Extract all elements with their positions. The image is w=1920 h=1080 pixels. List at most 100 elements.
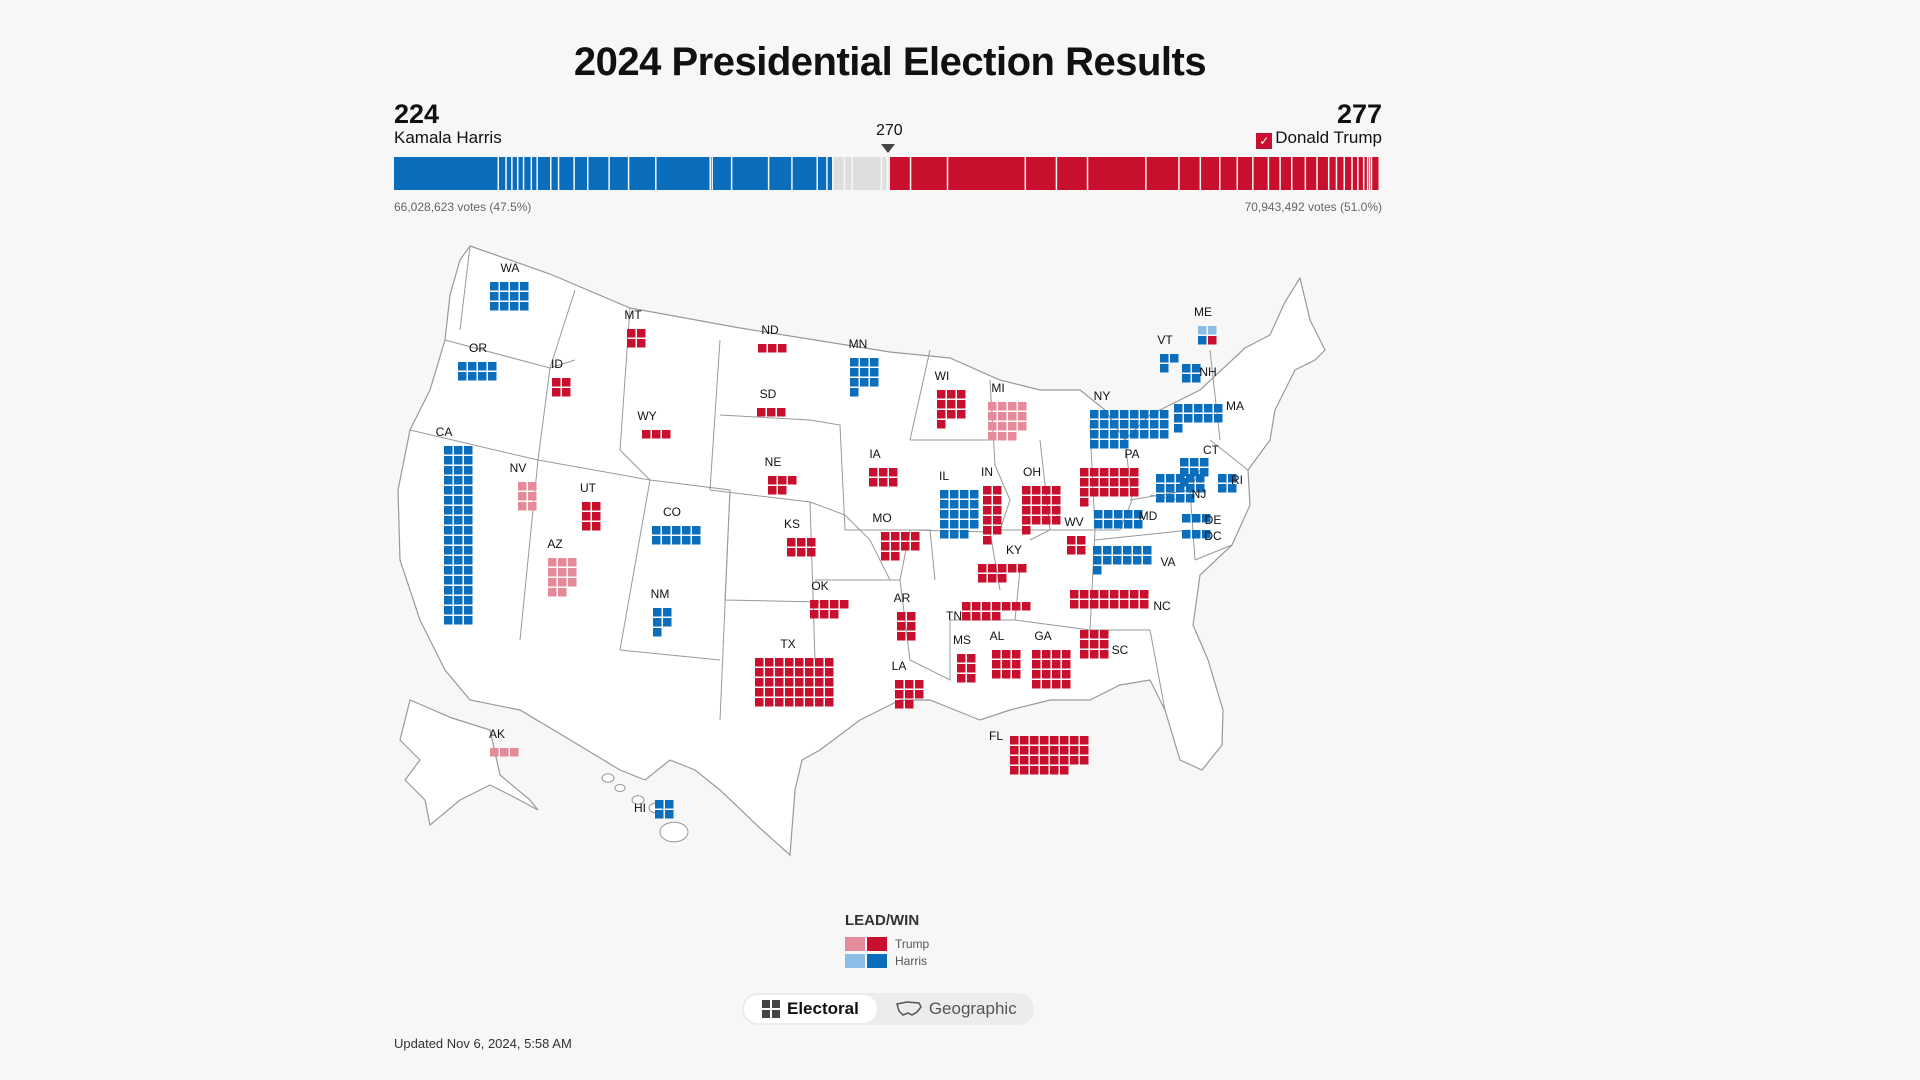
state-label-wv[interactable]: WV <box>1064 515 1083 529</box>
tile-ga-6 <box>1052 660 1061 669</box>
state-label-mi[interactable]: MI <box>991 381 1004 395</box>
tile-hi-0 <box>655 800 664 809</box>
tile-ms-2 <box>957 664 966 673</box>
tile-ca-28 <box>454 536 463 545</box>
state-label-sd[interactable]: SD <box>760 387 777 401</box>
tile-in-10 <box>983 536 992 545</box>
state-label-ca[interactable]: CA <box>436 425 453 439</box>
state-label-ak[interactable]: AK <box>489 727 505 741</box>
state-border-16 <box>809 501 891 581</box>
tile-ri-1 <box>1228 474 1237 483</box>
tile-ny-22 <box>1150 430 1159 439</box>
state-label-pa[interactable]: PA <box>1124 447 1139 461</box>
state-label-wy[interactable]: WY <box>637 409 656 423</box>
threshold-label: 270 <box>876 122 903 139</box>
tile-tx-29 <box>805 688 814 697</box>
tile-sc-4 <box>1090 640 1099 649</box>
state-label-ma[interactable]: MA <box>1226 399 1244 413</box>
state-label-ga[interactable]: GA <box>1034 629 1051 643</box>
state-label-in[interactable]: IN <box>981 465 993 479</box>
tile-mo-0 <box>881 532 890 541</box>
state-label-oh[interactable]: OH <box>1023 465 1041 479</box>
state-label-wi[interactable]: WI <box>935 369 950 383</box>
state-label-ny[interactable]: NY <box>1094 389 1111 403</box>
state-label-fl[interactable]: FL <box>989 729 1003 743</box>
tile-ky-0 <box>978 564 987 573</box>
tile-ct-6 <box>1180 478 1189 487</box>
state-label-ct[interactable]: CT <box>1203 443 1220 457</box>
state-label-nm[interactable]: NM <box>651 587 670 601</box>
tile-ar-0 <box>897 612 906 621</box>
state-label-nd[interactable]: ND <box>761 323 779 337</box>
tile-ks-4 <box>797 548 806 557</box>
tile-ca-7 <box>454 466 463 475</box>
state-label-ks[interactable]: KS <box>784 517 800 531</box>
tile-md-5 <box>1094 520 1103 529</box>
state-label-il[interactable]: IL <box>939 469 949 483</box>
state-label-mn[interactable]: MN <box>849 337 868 351</box>
tile-nc-7 <box>1140 590 1149 599</box>
tile-ca-22 <box>454 516 463 525</box>
state-label-al[interactable]: AL <box>990 629 1005 643</box>
tile-md-9 <box>1134 520 1143 529</box>
state-label-ri[interactable]: RI <box>1231 473 1243 487</box>
state-label-vt[interactable]: VT <box>1157 333 1173 347</box>
state-label-nv[interactable]: NV <box>510 461 527 475</box>
legend-trump-label: Trump <box>895 936 930 951</box>
tile-mi-4 <box>988 412 997 421</box>
tile-az-10 <box>558 588 567 597</box>
state-label-ut[interactable]: UT <box>580 481 597 495</box>
tile-ky-6 <box>988 574 997 583</box>
state-label-hi[interactable]: HI <box>634 801 646 815</box>
tile-oh-6 <box>1042 496 1051 505</box>
state-label-dc[interactable]: DC <box>1204 529 1222 543</box>
state-label-ok[interactable]: OK <box>811 579 828 593</box>
state-label-sc[interactable]: SC <box>1112 643 1129 657</box>
bar-segment-38 <box>1253 157 1268 190</box>
state-label-la[interactable]: LA <box>892 659 907 673</box>
state-label-nj[interactable]: NJ <box>1192 487 1207 501</box>
state-label-or[interactable]: OR <box>469 341 487 355</box>
state-label-ky[interactable]: KY <box>1006 543 1022 557</box>
tile-fl-5 <box>1060 736 1069 745</box>
tile-sc-5 <box>1100 640 1109 649</box>
bar-segment-8 <box>551 157 558 190</box>
state-label-co[interactable]: CO <box>663 505 681 519</box>
geographic-view-button[interactable]: Geographic <box>877 995 1035 1023</box>
tile-ms-0 <box>957 654 966 663</box>
bar-segment-21 <box>827 157 833 190</box>
state-label-wa[interactable]: WA <box>501 261 520 275</box>
tile-ok-0 <box>810 600 819 609</box>
state-label-tn[interactable]: TN <box>946 609 962 623</box>
state-label-nh[interactable]: NH <box>1199 365 1216 379</box>
state-label-ia[interactable]: IA <box>869 447 880 461</box>
tile-az-1 <box>558 558 567 567</box>
state-label-va[interactable]: VA <box>1160 555 1175 569</box>
state-label-ar[interactable]: AR <box>894 591 911 605</box>
tile-ct-0 <box>1180 458 1189 467</box>
tile-la-4 <box>905 690 914 699</box>
state-label-az[interactable]: AZ <box>547 537 562 551</box>
tile-in-8 <box>983 526 992 535</box>
state-label-ne[interactable]: NE <box>765 455 782 469</box>
state-label-ms[interactable]: MS <box>953 633 971 647</box>
tile-wa-10 <box>510 302 519 311</box>
state-label-md[interactable]: MD <box>1139 509 1158 523</box>
tile-va-2 <box>1113 546 1122 555</box>
state-label-de[interactable]: DE <box>1205 513 1222 527</box>
state-label-nc[interactable]: NC <box>1153 599 1171 613</box>
tile-tx-32 <box>755 698 764 707</box>
state-label-mt[interactable]: MT <box>624 308 642 322</box>
tile-dc-1 <box>1192 530 1201 539</box>
tile-or-1 <box>468 362 477 371</box>
tile-tx-15 <box>825 668 834 677</box>
tile-pa-9 <box>1110 478 1119 487</box>
tile-wi-0 <box>937 390 946 399</box>
state-label-mo[interactable]: MO <box>872 511 891 525</box>
state-label-me[interactable]: ME <box>1194 305 1212 319</box>
tile-nv-5 <box>528 502 537 511</box>
state-label-id[interactable]: ID <box>551 357 563 371</box>
electoral-view-button[interactable]: Electoral <box>744 995 877 1023</box>
alaska-shape <box>399 699 539 827</box>
state-label-tx[interactable]: TX <box>780 637 795 651</box>
